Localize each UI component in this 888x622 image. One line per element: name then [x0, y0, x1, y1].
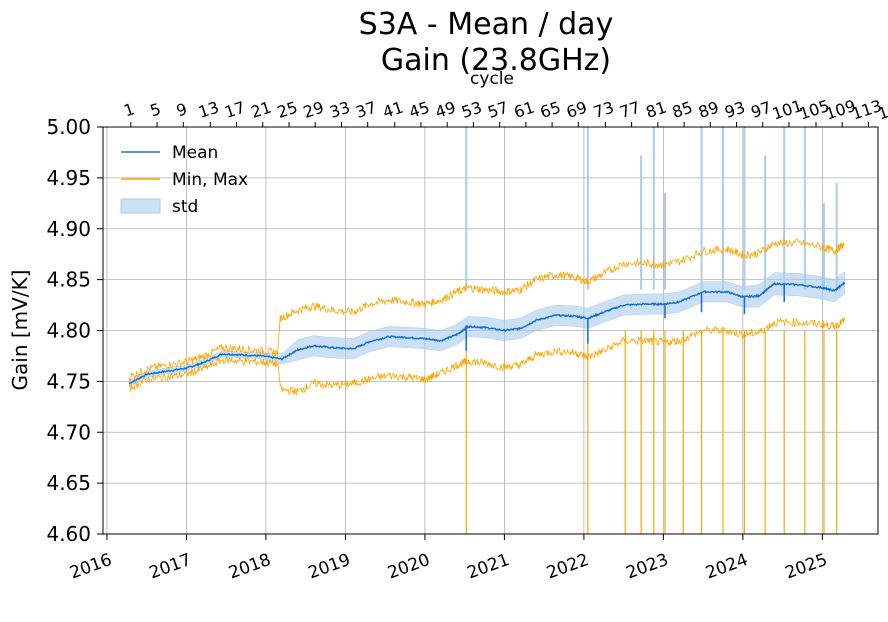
x-tick-label: 2020 [385, 550, 432, 584]
x-ticks: 2016 2017 2018 2019 2020 2021 2022 2023 2024 2025 [67, 534, 830, 583]
x-tick-label: 2025 [783, 550, 830, 584]
legend-mean-label: Mean [172, 143, 218, 163]
x-tick-label: 2018 [226, 550, 273, 584]
std-band [128, 270, 845, 387]
cycle-tick-label: 9 [174, 99, 190, 120]
cycle-tick-label: 45 [407, 98, 432, 122]
x-tick-label: 2017 [147, 550, 194, 584]
cycle-tick-label: 29 [301, 98, 326, 122]
cycle-tick-label: 77 [617, 98, 642, 122]
cycle-tick-label: 21 [248, 98, 273, 122]
y-tick-label: 4.70 [46, 420, 91, 444]
cycle-tick-label: 17 [222, 98, 247, 122]
chart-title-line2: Gain (23.8GHz) [381, 43, 611, 78]
cycle-tick-label: 85 [670, 98, 695, 122]
series-line-min [129, 316, 845, 397]
cycle-tick-label: 69 [564, 98, 589, 122]
top-axis-label: cycle [470, 69, 514, 89]
cycle-tick-label: 25 [275, 98, 300, 122]
y-tick-label: 4.85 [46, 268, 91, 292]
cycle-tick-label: 49 [433, 98, 458, 122]
legend-minmax-label: Min, Max [172, 170, 248, 190]
cycle-tick-label: 5 [148, 99, 164, 120]
cycle-tick-label: 81 [644, 98, 669, 122]
y-tick-label: 4.80 [46, 319, 91, 343]
y-tick-label: 4.90 [46, 217, 91, 241]
y-tick-label: 4.65 [46, 471, 91, 495]
cycle-tick-label: 89 [696, 98, 721, 122]
series-line-max [128, 238, 845, 383]
cycle-tick-label: 41 [380, 98, 405, 122]
cycle-tick-label: 33 [327, 98, 352, 122]
legend-std-label: std [172, 197, 198, 217]
std-spikes [465, 127, 838, 290]
x-tick-label: 2021 [465, 550, 512, 584]
cycle-tick-label: 65 [538, 98, 563, 122]
cycle-tick-label: 93 [722, 98, 747, 122]
cycle-tick-label: 73 [591, 98, 616, 122]
x-tick-label: 2022 [544, 550, 591, 584]
chart-title-line1: S3A - Mean / day [359, 7, 614, 42]
cycle-tick-label: 13 [196, 98, 221, 122]
cycle-tick-label: 57 [485, 98, 510, 122]
y-axis-label: Gain [mV/K] [8, 270, 32, 391]
y-tick-label: 4.95 [46, 166, 91, 190]
y-ticks: 4.60 4.65 4.70 4.75 4.80 4.85 4.90 4.95 5.00 [46, 115, 103, 546]
x-tick-label: 2024 [703, 550, 750, 584]
x-tick-label: 2019 [306, 550, 353, 584]
min-spikes [465, 330, 838, 534]
y-tick-label: 5.00 [46, 115, 91, 139]
y-tick-label: 4.75 [46, 369, 91, 393]
legend: Mean Min, Max std [120, 143, 248, 217]
cycle-tick-label: 37 [353, 98, 378, 122]
cycle-ticks: 1 5 9 13 17 21 25 29 33 37 41 45 49 53 57 61 65 69 73 77 81 8… [121, 96, 888, 127]
x-tick-label: 2016 [67, 550, 114, 584]
y-tick-label: 4.60 [46, 522, 91, 546]
series-line-mean [128, 281, 846, 384]
cycle-tick-label: 97 [748, 98, 773, 122]
x-tick-label: 2023 [624, 550, 671, 584]
cycle-tick-label: 61 [512, 98, 537, 122]
cycle-tick-label: 53 [459, 98, 484, 122]
cycle-tick-label: 1 [121, 99, 137, 120]
legend-std-swatch [120, 198, 161, 214]
series-layer [128, 238, 846, 397]
mean-spikes [465, 283, 785, 351]
